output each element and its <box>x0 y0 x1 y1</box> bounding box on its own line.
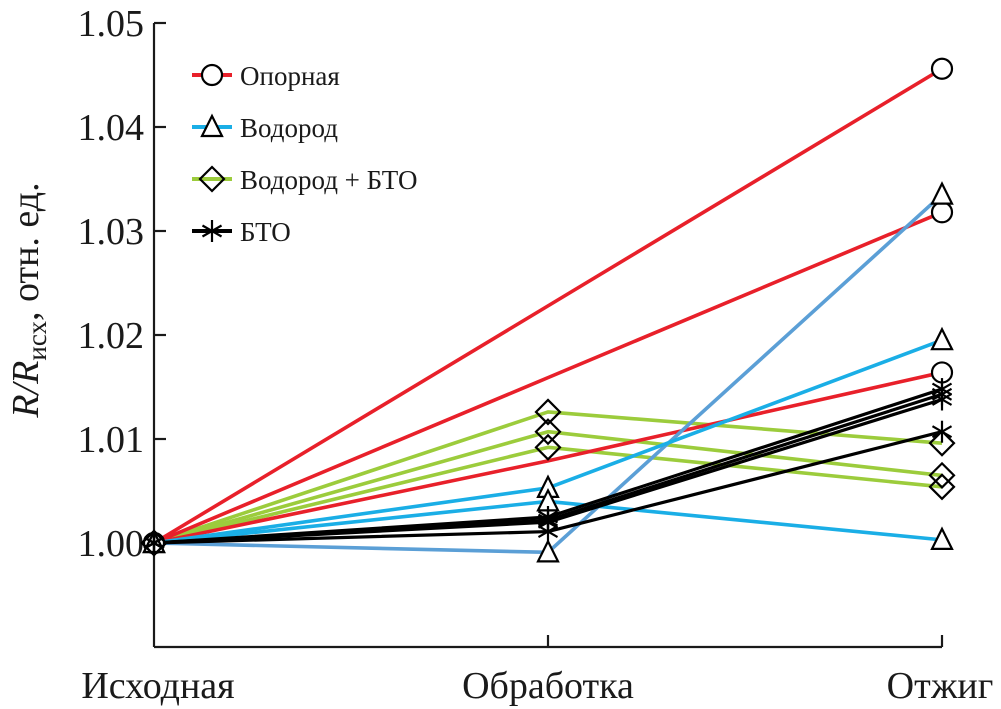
diamond-marker <box>928 429 956 457</box>
diamond-marker <box>198 165 226 193</box>
legend-item: Водород <box>192 113 338 143</box>
x-category-label: Обработка <box>462 665 634 707</box>
triangle-marker <box>930 181 954 205</box>
legend-item: Опорная <box>192 61 340 91</box>
star-marker <box>537 520 559 543</box>
y-tick-label: 1.02 <box>78 315 145 357</box>
series-line <box>153 445 943 545</box>
circle-marker <box>930 57 954 80</box>
y-tick-label: 1.03 <box>78 211 145 253</box>
y-tick-label: 1.04 <box>78 107 145 149</box>
diamond-marker <box>928 461 956 489</box>
series-markers <box>140 57 956 563</box>
diamond-marker <box>534 398 562 426</box>
y-label-rest: , отн. ед. <box>5 182 47 321</box>
circle-marker <box>200 63 224 87</box>
legend-label: Водород <box>240 113 338 143</box>
triangle-marker <box>536 538 560 563</box>
legend: Опорная Водород Водород + БТО БТО <box>192 61 417 247</box>
series-line <box>153 67 943 545</box>
x-categories: Исходная Обработка Отжиг <box>81 665 993 707</box>
y-tick-label: 1.05 <box>78 3 145 45</box>
y-tick-label: 1.01 <box>78 419 145 461</box>
legend-item: БТО <box>192 217 291 247</box>
legend-label: Водород + БТО <box>240 165 417 195</box>
series-line <box>153 429 943 545</box>
star-marker <box>931 420 953 443</box>
star-marker <box>931 388 953 411</box>
circle-marker <box>930 201 954 224</box>
series-line <box>153 210 943 545</box>
y-tick-label: 1.00 <box>78 523 145 565</box>
legend-item: Водород + БТО <box>192 165 417 195</box>
triangle-marker <box>930 326 954 351</box>
star-marker <box>201 220 223 242</box>
diamond-marker <box>928 473 956 501</box>
legend-label: Опорная <box>240 61 340 91</box>
y-axis-label: R/Rисх, отн. ед. <box>5 182 52 418</box>
y-ticks: 1.00 1.01 1.02 1.03 1.04 1.05 <box>78 3 166 565</box>
y-label-main: R/R <box>5 361 47 419</box>
triangle-marker <box>200 113 224 138</box>
x-category-label: Отжиг <box>887 665 994 707</box>
y-label-sub: исх <box>22 321 52 361</box>
diamond-marker <box>534 433 562 461</box>
x-category-label: Исходная <box>81 665 234 707</box>
diamond-marker <box>534 418 562 446</box>
legend-label: БТО <box>240 217 291 247</box>
star-marker <box>143 532 165 554</box>
triangle-marker <box>930 526 954 550</box>
